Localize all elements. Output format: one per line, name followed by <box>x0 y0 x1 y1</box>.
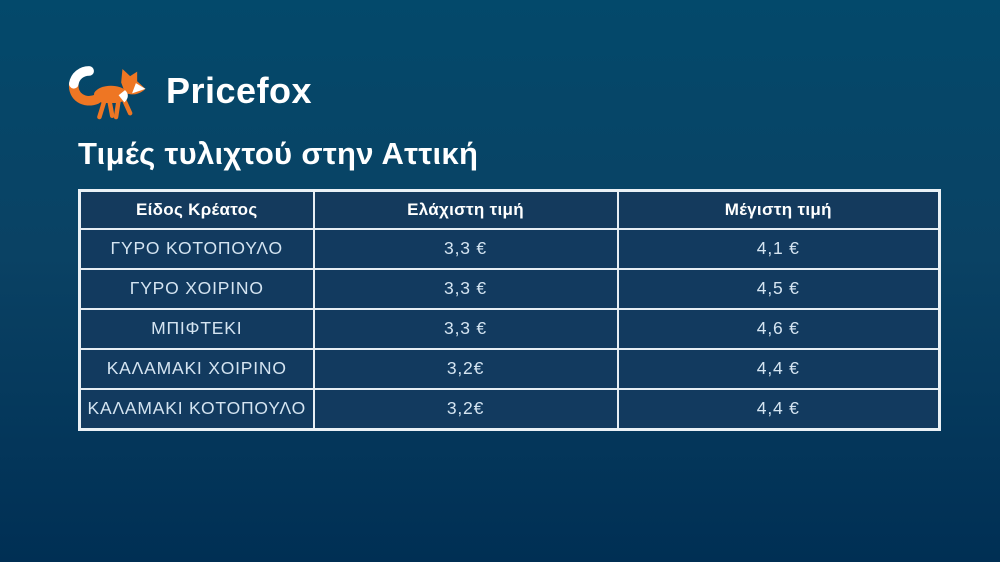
price-table-body: ΓΥΡΟ ΚΟΤΟΠΟΥΛΟ 3,3 € 4,1 € ΓΥΡΟ ΧΟΙΡΙΝΟ … <box>78 227 941 431</box>
meat-type-cell: ΚΑΛΑΜΑΚΙ ΚΟΤΟΠΟΥΛΟ <box>78 387 315 431</box>
price-table: Είδος Κρέατος Ελάχιστη τιμή Μέγιστη τιμή… <box>78 188 941 431</box>
table-row: ΜΠΙΦΤΕΚΙ 3,3 € 4,6 € <box>78 307 941 350</box>
meat-type-cell: ΓΥΡΟ ΧΟΙΡΙΝΟ <box>78 267 315 310</box>
min-price-cell: 3,3 € <box>312 307 619 350</box>
price-slide: Pricefox Τιμές τυλιχτού στην Αττική Είδο… <box>68 62 941 431</box>
header-min-price: Ελάχιστη τιμή <box>312 189 619 230</box>
header-meat-type: Είδος Κρέατος <box>78 189 315 230</box>
max-price-cell: 4,1 € <box>616 227 941 270</box>
header-max-price: Μέγιστη τιμή <box>616 189 941 230</box>
max-price-cell: 4,4 € <box>616 347 941 390</box>
meat-type-cell: ΜΠΙΦΤΕΚΙ <box>78 307 315 350</box>
brand-wordmark: Pricefox <box>166 70 313 111</box>
meat-type-cell: ΚΑΛΑΜΑΚΙ ΧΟΙΡΙΝΟ <box>78 347 315 390</box>
page-title: Τιμές τυλιχτού στην Αττική <box>78 136 479 171</box>
max-price-cell: 4,4 € <box>616 387 941 431</box>
min-price-cell: 3,3 € <box>312 227 619 270</box>
min-price-cell: 3,2€ <box>312 387 619 431</box>
meat-type-cell: ΓΥΡΟ ΚΟΤΟΠΟΥΛΟ <box>78 227 315 270</box>
header-row: Είδος Κρέατος Ελάχιστη τιμή Μέγιστη τιμή <box>78 189 941 230</box>
pricefox-logo: Pricefox <box>66 62 940 126</box>
price-table-header: Είδος Κρέατος Ελάχιστη τιμή Μέγιστη τιμή <box>78 189 941 230</box>
min-price-cell: 3,2€ <box>312 347 619 390</box>
max-price-cell: 4,6 € <box>616 307 941 350</box>
table-row: ΓΥΡΟ ΚΟΤΟΠΟΥΛΟ 3,3 € 4,1 € <box>78 227 941 270</box>
table-row: ΓΥΡΟ ΧΟΙΡΙΝΟ 3,3 € 4,5 € <box>78 267 941 310</box>
max-price-cell: 4,5 € <box>616 267 941 310</box>
min-price-cell: 3,3 € <box>312 267 619 310</box>
table-row: ΚΑΛΑΜΑΚΙ ΚΟΤΟΠΟΥΛΟ 3,2€ 4,4 € <box>78 387 941 431</box>
table-row: ΚΑΛΑΜΑΚΙ ΧΟΙΡΙΝΟ 3,2€ 4,4 € <box>78 347 941 390</box>
fox-icon <box>68 66 146 120</box>
